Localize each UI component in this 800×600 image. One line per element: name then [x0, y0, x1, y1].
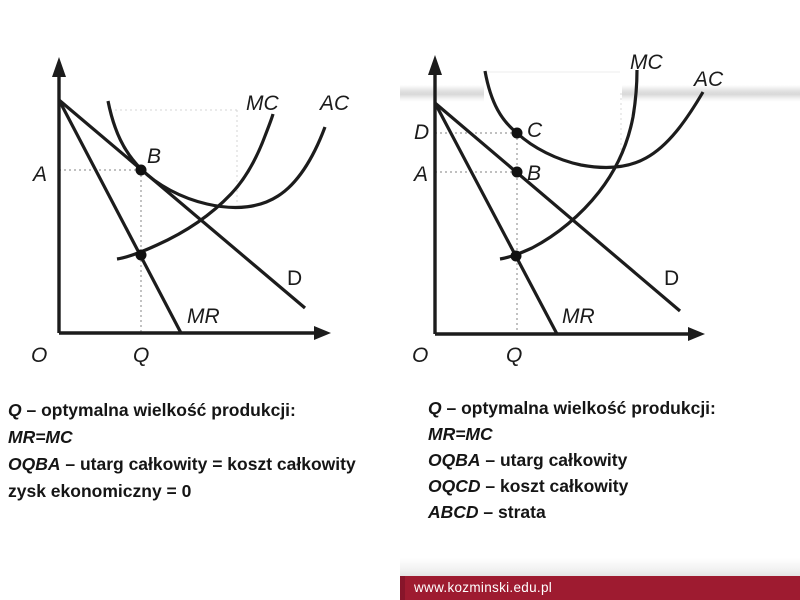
ac-curve — [106, 100, 327, 210]
left-origin-label: O — [31, 344, 48, 367]
right-cost-d-label: D — [414, 121, 430, 144]
left-diagram — [52, 57, 331, 340]
y-axis-arrowhead-icon — [52, 57, 66, 77]
right-mr-label: MR — [562, 305, 595, 328]
left-caption: Q – optymalna wielkość produkcji: MR=MC … — [8, 397, 356, 505]
caption-line: OQBA – utarg całkowity — [428, 450, 628, 470]
white-box-remnant — [484, 63, 622, 165]
left-quantity-label: Q — [133, 344, 150, 367]
left-mr-label: MR — [187, 305, 220, 328]
right-quantity-label: Q — [506, 344, 523, 367]
mr-line — [57, 99, 183, 334]
right-origin-label: O — [412, 344, 429, 367]
ac-curve — [483, 70, 705, 170]
right-caption: Q – optymalna wielkość produkcji: MR=MC … — [428, 395, 716, 525]
footer-shadow — [400, 558, 800, 576]
right-mc-label: MC — [630, 51, 663, 74]
caption-line: Q – optymalna wielkość produkcji: — [428, 398, 716, 418]
axes — [57, 74, 317, 335]
right-point-b-label: B — [527, 162, 542, 185]
mr-line — [433, 102, 559, 335]
mc-curve — [499, 69, 639, 261]
point-b-dot — [135, 164, 147, 176]
mr-mc-intersection-dot — [135, 249, 147, 261]
caption-line: MR=MC — [8, 427, 73, 447]
caption-line: OQBA – utarg całkowity = koszt całkowity — [8, 454, 356, 474]
y-axis-arrowhead-icon — [428, 55, 442, 75]
footer-bar: www.kozminski.edu.pl — [400, 576, 800, 600]
caption-line: OQCD – koszt całkowity — [428, 476, 629, 496]
x-axis-arrowhead-icon — [314, 326, 331, 340]
right-demand-label: D — [664, 267, 680, 290]
demand-line — [57, 98, 307, 310]
right-diagram — [428, 55, 705, 341]
x-axis-arrowhead-icon — [688, 327, 705, 341]
caption-line: ABCD – strata — [428, 502, 546, 522]
point-c-dot — [511, 127, 523, 139]
right-ac-label: AC — [694, 68, 724, 91]
demand-line — [433, 101, 682, 313]
left-point-b-label: B — [147, 145, 162, 168]
caption-line: Q – optymalna wielkość produkcji: — [8, 400, 296, 420]
right-point-c-label: C — [527, 119, 543, 142]
caption-line: zysk ekonomiczny = 0 — [8, 481, 192, 501]
mr-mc-intersection-dot — [510, 250, 522, 262]
left-mc-label: MC — [246, 92, 279, 115]
axes — [433, 72, 691, 336]
point-b-dot — [511, 166, 523, 178]
right-price-a-label: A — [414, 163, 429, 186]
left-ac-label: AC — [320, 92, 350, 115]
footer-url[interactable]: www.kozminski.edu.pl — [414, 580, 553, 595]
caption-line: MR=MC — [428, 424, 493, 444]
left-price-a-label: A — [33, 163, 48, 186]
left-demand-label: D — [287, 267, 303, 290]
mc-curve — [116, 113, 275, 261]
